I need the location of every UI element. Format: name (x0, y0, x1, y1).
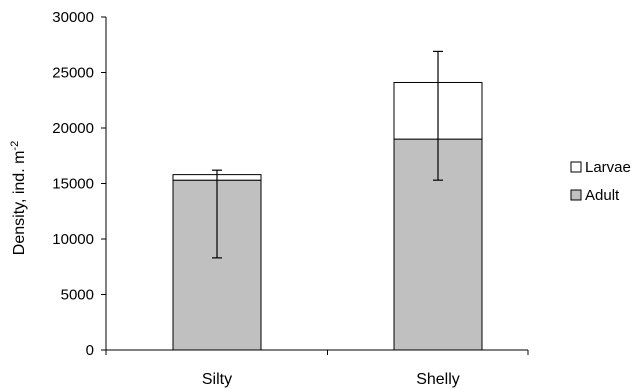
legend-swatch-adult (570, 189, 582, 201)
legend: Larvae Adult (570, 159, 631, 204)
y-tick-label: 10000 (52, 231, 94, 248)
error-bar-silty (212, 169, 222, 259)
y-tick-label: 0 (86, 342, 94, 359)
y-axis-title-superscript: -2 (9, 141, 21, 151)
plot-area: 0 5000 10000 15000 20000 25000 30000 Silty Shell… (52, 9, 529, 388)
y-tick-label: 25000 (52, 65, 94, 82)
x-category-label: Shelly (416, 371, 460, 388)
y-tick-label: 15000 (52, 176, 94, 193)
y-axis-title: Density, ind. m-2 (9, 141, 28, 255)
y-axis-title-text: Density, ind. m (11, 151, 28, 256)
y-tick-label: 20000 (52, 120, 94, 137)
legend-swatch-larvae (570, 161, 582, 173)
legend-label-larvae: Larvae (585, 159, 631, 176)
error-bar-shelly (433, 50, 443, 181)
legend-label-adult: Adult (585, 187, 620, 204)
svg-text:Density, ind. m-2: Density, ind. m-2 (9, 141, 28, 255)
x-category-label: Silty (202, 371, 232, 388)
y-tick-label: 30000 (52, 9, 94, 26)
y-tick-label: 5000 (61, 287, 94, 304)
